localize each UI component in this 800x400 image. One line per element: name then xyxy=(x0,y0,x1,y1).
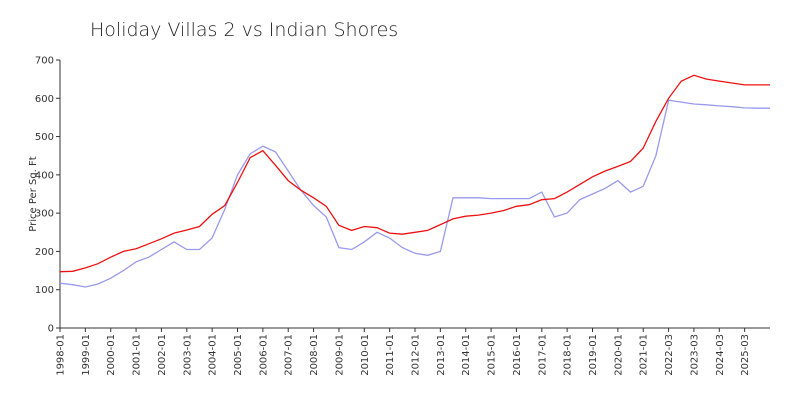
x-tick-label: 2004-01 xyxy=(208,334,219,376)
y-tick-label: 600 xyxy=(35,94,54,105)
x-tick-label: 1998-01 xyxy=(56,334,67,376)
x-tick-label: 2014-01 xyxy=(461,334,472,376)
x-tick-label: 2003-01 xyxy=(182,334,193,376)
x-tick-label: 2002-01 xyxy=(157,334,168,376)
x-tick-label: 2022-03 xyxy=(664,334,675,376)
chart-title: Holiday Villas 2 vs Indian Shores xyxy=(90,19,398,41)
x-tick-label: 2021-01 xyxy=(639,334,650,376)
x-tick-label: 2019-01 xyxy=(588,334,599,376)
x-tick-label: 2020-01 xyxy=(613,334,624,376)
y-tick-label: 300 xyxy=(35,209,54,220)
x-tick-label: 2016-01 xyxy=(512,334,523,376)
x-tick-label: 2011-01 xyxy=(385,334,396,376)
x-tick-label: 2025-03 xyxy=(740,334,751,376)
x-tick-label: 2008-01 xyxy=(309,334,320,376)
y-tick-label: 0 xyxy=(48,324,54,335)
x-tick-label: 2006-01 xyxy=(258,334,269,376)
y-tick-label: 700 xyxy=(35,56,54,67)
x-tick-label: 2001-01 xyxy=(132,334,143,376)
y-tick-label: 200 xyxy=(35,247,54,258)
x-tick-label: 2015-01 xyxy=(487,334,498,376)
series-line xyxy=(59,99,770,288)
x-tick-label: 2018-01 xyxy=(563,334,574,376)
x-tick-label: 2007-01 xyxy=(284,334,295,376)
y-tick-label: 400 xyxy=(35,170,54,181)
y-axis-label: Price Per Sq. Ft xyxy=(28,156,39,231)
x-tick-label: 1999-01 xyxy=(81,334,92,376)
x-tick-label: 2005-01 xyxy=(233,334,244,376)
y-tick-label: 100 xyxy=(35,285,54,296)
x-tick-label: 2013-01 xyxy=(436,334,447,376)
x-tick-label: 2023-03 xyxy=(689,334,700,376)
x-tick-label: 2017-01 xyxy=(537,334,548,376)
y-tick-label: 500 xyxy=(35,132,54,143)
x-tick-label: 2009-01 xyxy=(334,334,345,376)
x-tick-label: 2010-01 xyxy=(360,334,371,376)
x-tick-label: 2012-01 xyxy=(411,334,422,376)
x-tick-label: 2024-03 xyxy=(715,334,726,376)
series-line xyxy=(59,74,770,273)
x-tick-label: 2000-01 xyxy=(106,334,117,376)
